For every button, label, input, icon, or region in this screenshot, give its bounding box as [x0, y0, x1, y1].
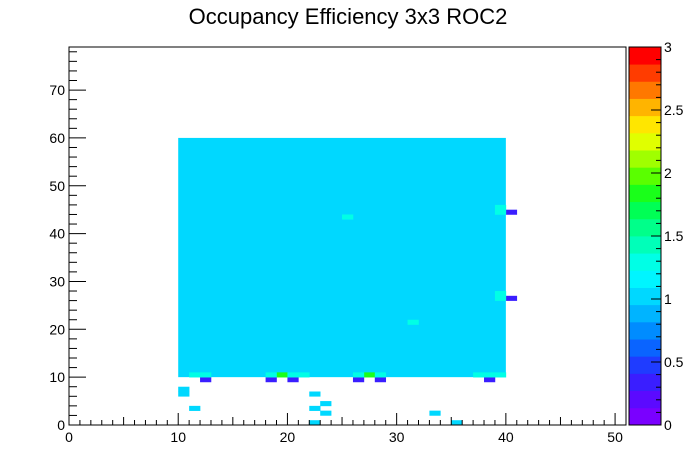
z-tick-label: 2	[664, 165, 672, 181]
palette-segment	[629, 167, 661, 185]
palette-segment	[629, 81, 661, 99]
heatmap-cell	[287, 372, 299, 378]
y-tick-label: 50	[49, 178, 65, 194]
palette-segment	[629, 218, 661, 237]
palette-segment	[629, 270, 661, 288]
z-tick-label: 0.5	[664, 354, 684, 370]
palette-segment	[629, 150, 661, 168]
palette-segment	[629, 253, 661, 271]
palette-segment	[629, 98, 661, 117]
palette-segment	[629, 339, 661, 357]
heatmap-cell	[200, 377, 212, 383]
heatmap-cells	[178, 137, 518, 426]
heatmap-cell	[363, 372, 376, 378]
plot-frame	[68, 46, 627, 426]
heatmap-cell	[320, 401, 332, 407]
heatmap-cell	[494, 372, 507, 378]
y-tick-label: 20	[49, 321, 65, 337]
heatmap-cell	[352, 372, 365, 378]
heatmap-cell	[287, 377, 299, 383]
heatmap-cell	[342, 214, 354, 220]
palette-segment	[629, 356, 661, 374]
palette-segment	[629, 132, 661, 151]
palette-segment	[629, 201, 661, 220]
heatmap-cell	[178, 391, 190, 397]
x-tick-label: 10	[170, 429, 186, 445]
heatmap-cell	[473, 372, 485, 378]
heatmap-cell	[309, 405, 321, 411]
x-axis: 0 10 20 30 40 50	[65, 413, 627, 445]
heatmap-cell	[374, 377, 387, 383]
heatmap-cell	[494, 291, 507, 297]
palette-segment	[629, 115, 661, 134]
heatmap-cell	[276, 372, 288, 378]
heatmap-cell	[494, 209, 507, 215]
heatmap-cell	[309, 391, 321, 397]
heatmap-cell	[189, 372, 201, 378]
y-tick-label: 40	[49, 226, 65, 242]
heatmap-cell	[265, 372, 277, 378]
heatmap-cell	[429, 410, 441, 416]
z-tick-label: 1.5	[664, 228, 684, 244]
z-tick-label: 3	[664, 39, 672, 55]
y-tick-label: 0	[57, 417, 65, 433]
palette-segment	[629, 47, 661, 65]
palette-segment	[629, 407, 661, 426]
heatmap-cell	[505, 209, 518, 215]
x-tick-label: 20	[280, 429, 296, 445]
heatmap-cell	[178, 386, 190, 392]
heatmap-cell	[309, 420, 321, 426]
heatmap-cell	[265, 377, 277, 383]
z-tick-label: 1	[664, 291, 672, 307]
x-tick-label: 0	[65, 429, 73, 445]
z-tick-label: 0	[664, 417, 672, 433]
heatmap-base-region	[178, 137, 506, 378]
heatmap-cell	[200, 372, 212, 378]
y-tick-label: 10	[49, 369, 65, 385]
heatmap-cell	[494, 204, 507, 210]
heatmap-cell	[451, 420, 463, 426]
palette-segment	[629, 321, 661, 340]
palette-segment	[629, 304, 661, 323]
heatmap-cell	[484, 377, 496, 383]
palette-segment	[629, 236, 661, 254]
z-tick-label: 2.5	[664, 102, 684, 118]
y-tick-label: 60	[49, 130, 65, 146]
x-tick-label: 50	[607, 429, 623, 445]
heatmap-cell	[189, 405, 201, 411]
color-palette	[628, 46, 662, 426]
heatmap-cell	[484, 372, 496, 378]
heatmap-cell	[505, 295, 518, 301]
palette-segment	[629, 373, 661, 392]
y-tick-label: 70	[49, 82, 65, 98]
y-tick-label: 30	[49, 273, 65, 289]
heatmap-cell	[352, 377, 365, 383]
palette-segment	[629, 184, 661, 203]
heatmap-cell	[374, 372, 387, 378]
palette-segment	[629, 287, 661, 306]
x-tick-label: 30	[389, 429, 405, 445]
heatmap-cell	[407, 319, 419, 325]
palette-segment	[629, 64, 661, 82]
z-axis: 0 0.5 1 1.5 2 2.5 3	[651, 39, 684, 433]
heatmap-cell	[494, 295, 507, 301]
y-axis: 0 10 20 30 40 50 60 70	[49, 51, 86, 433]
chart-title: Occupancy Efficiency 3x3 ROC2	[189, 4, 508, 29]
x-tick-label: 40	[498, 429, 514, 445]
heatmap-cell	[320, 410, 332, 416]
palette-segment	[629, 390, 661, 409]
heatmap-cell	[298, 372, 310, 378]
